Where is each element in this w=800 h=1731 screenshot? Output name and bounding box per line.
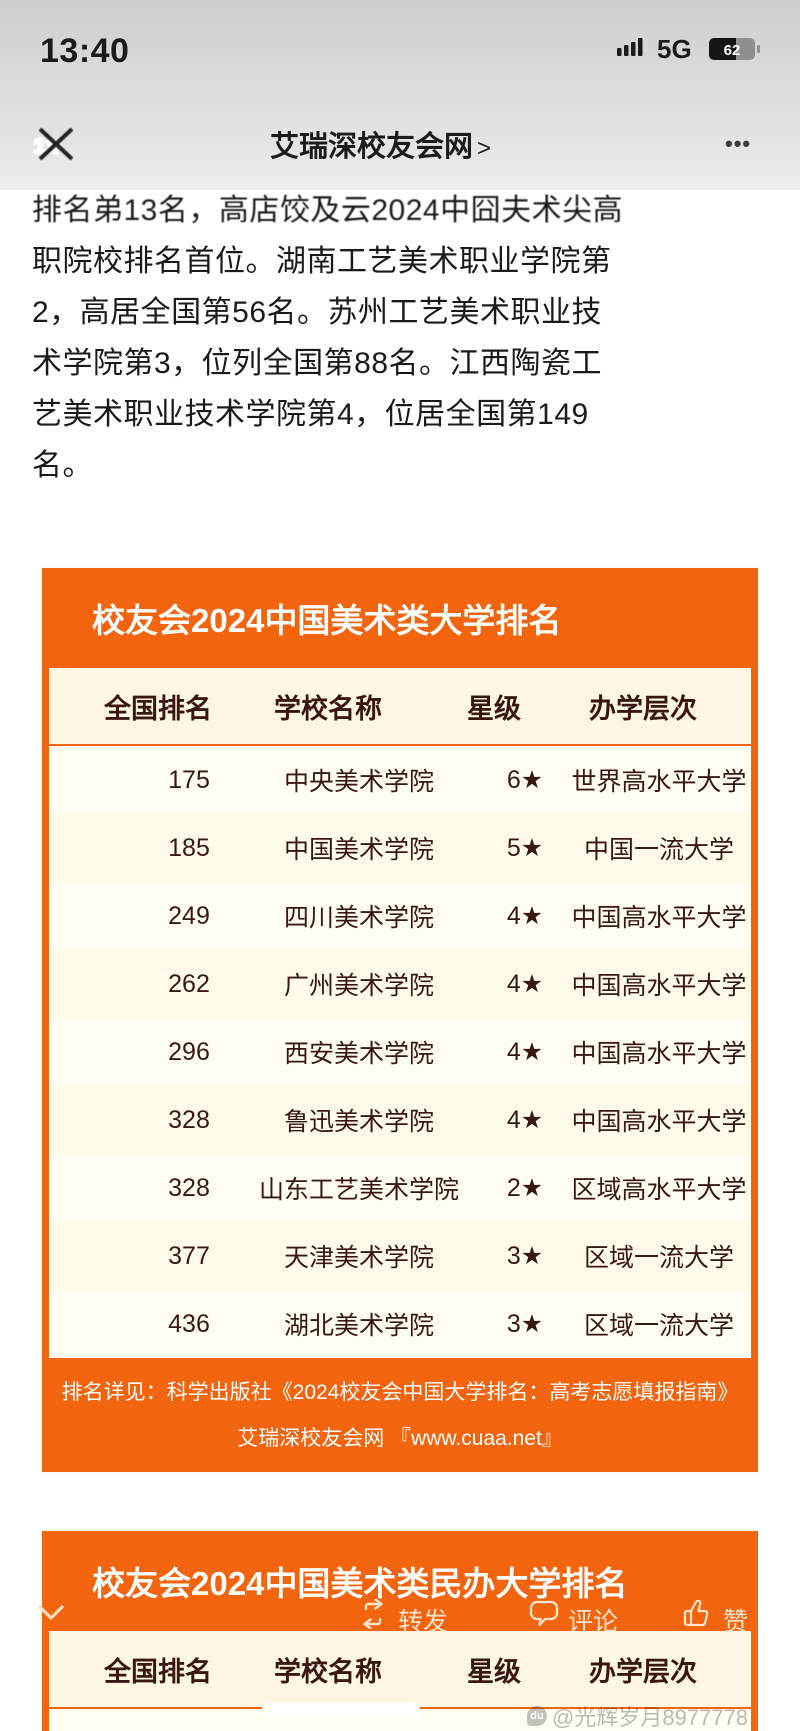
svg-text:62: 62 [724,42,741,59]
